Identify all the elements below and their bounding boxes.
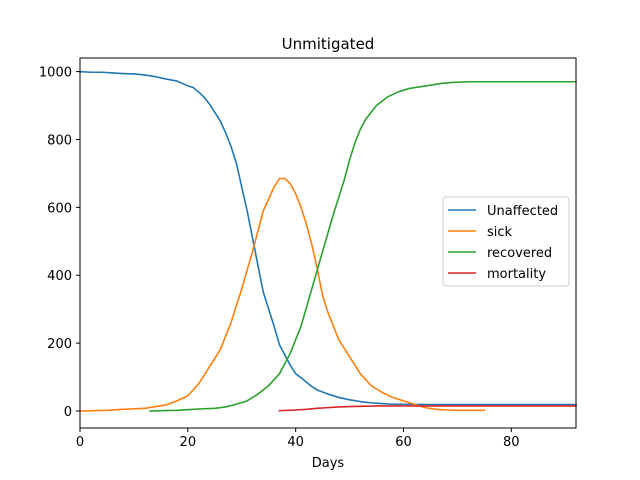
series-line-recovered	[149, 80, 577, 412]
plot-lines	[79, 70, 577, 412]
legend-label-recovered: recovered	[487, 246, 552, 261]
x-tick-label: 20	[180, 435, 197, 450]
x-tick-label: 0	[76, 435, 84, 450]
legend-box	[442, 196, 570, 287]
series-line-mortality	[278, 405, 577, 412]
x-axis-label: Days	[312, 456, 345, 471]
legend-label-sick: sick	[487, 225, 513, 240]
y-tick-label: 600	[47, 201, 72, 216]
series-line-sick	[79, 177, 486, 412]
x-tick-label: 40	[287, 435, 304, 450]
y-tick-label: 0	[64, 405, 72, 420]
chart-title: Unmitigated	[282, 35, 375, 53]
x-axis: 0 20 40 60 80	[76, 428, 520, 450]
y-tick-label: 200	[47, 337, 72, 352]
legend-label-mortality: mortality	[487, 267, 546, 282]
y-tick-label: 800	[47, 133, 72, 148]
legend-label-unaffected: Unaffected	[487, 204, 558, 219]
y-tick-label: 1000	[39, 66, 72, 81]
x-tick-label: 80	[503, 435, 520, 450]
series-line-unaffected	[79, 70, 577, 406]
x-tick-label: 60	[395, 435, 412, 450]
legend: Unaffected sick recovered mortality	[442, 196, 570, 287]
plot-frame	[79, 57, 577, 429]
y-tick-label: 400	[47, 269, 72, 284]
y-axis: 0 200 400 600 800 1000	[39, 66, 80, 420]
